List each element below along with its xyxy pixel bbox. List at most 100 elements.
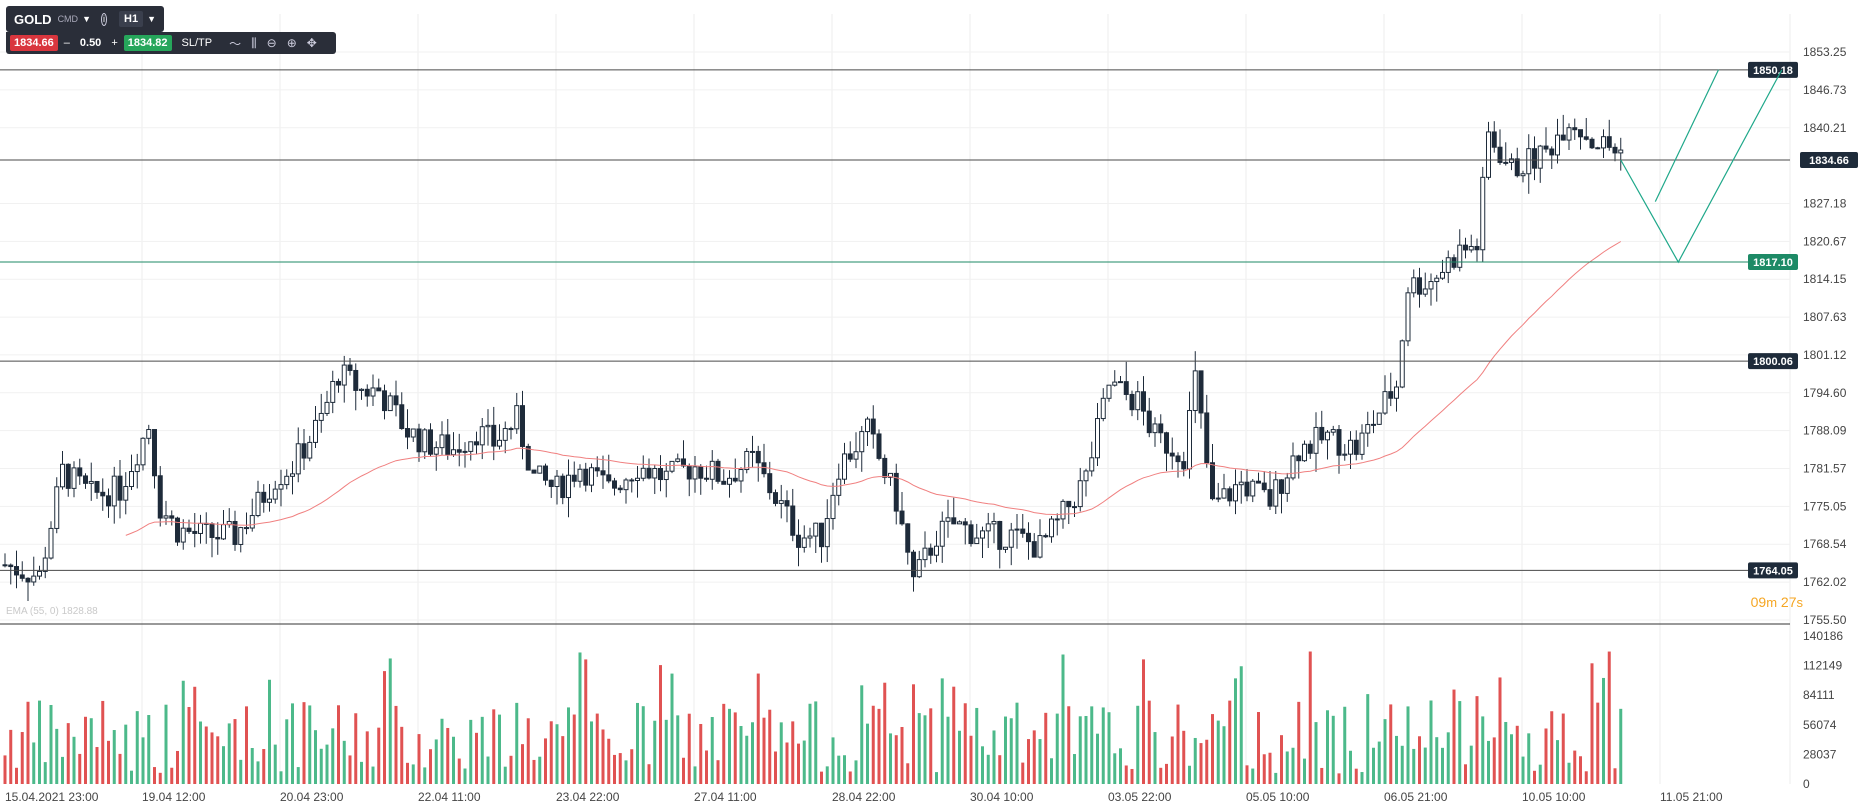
- volume-bar: [204, 726, 208, 784]
- candle-body: [1043, 535, 1049, 538]
- volume-bar: [1257, 712, 1260, 784]
- volume-bar: [1400, 745, 1404, 784]
- candle-body: [508, 428, 514, 431]
- volume-tick-label: 140186: [1803, 629, 1843, 643]
- volume-bar: [1360, 772, 1364, 784]
- volume-bar: [216, 736, 220, 784]
- volume-bar: [1142, 659, 1145, 784]
- candle-body: [295, 443, 301, 475]
- volume-bar: [526, 718, 530, 784]
- zoom-in-icon[interactable]: ⊕: [286, 36, 297, 50]
- volume-bar: [894, 735, 898, 784]
- candle-body: [548, 479, 554, 488]
- candle-body: [1003, 546, 1008, 550]
- candle-body: [1486, 131, 1491, 178]
- buy-price-button[interactable]: 1834.82: [123, 35, 172, 51]
- volume-bar: [314, 730, 317, 784]
- candle-body: [1503, 161, 1509, 164]
- candle-body: [1560, 134, 1566, 141]
- candle-body: [985, 523, 991, 532]
- volume-bar: [1124, 765, 1128, 784]
- volume-bar: [607, 738, 611, 784]
- level-price-label-bg: [1748, 254, 1798, 271]
- volume-bar: [906, 763, 910, 784]
- candle-body: [60, 463, 65, 488]
- volume-bar: [1418, 736, 1421, 784]
- zoom-out-icon[interactable]: ⊖: [266, 36, 277, 50]
- volume-bar: [647, 764, 651, 784]
- candle-body: [1353, 439, 1359, 455]
- sell-price-button[interactable]: 1834.66: [10, 35, 58, 51]
- volume-bar: [1055, 713, 1059, 784]
- projection-path-2[interactable]: [1654, 69, 1720, 202]
- candle-body: [1330, 429, 1336, 433]
- volume-bar: [779, 722, 783, 784]
- volume-bar: [1044, 712, 1048, 784]
- candle-body: [1164, 432, 1169, 454]
- volume-bar: [601, 729, 605, 784]
- volume-bar: [95, 747, 99, 784]
- volume-bar: [791, 721, 795, 784]
- candle-body: [232, 520, 238, 545]
- volume-bar: [84, 716, 87, 784]
- candle-body: [48, 527, 54, 559]
- volume-bar: [883, 682, 887, 784]
- candle-body: [767, 473, 773, 494]
- price-tick-label: 1755.50: [1803, 613, 1847, 627]
- volume-bar: [107, 740, 110, 784]
- candle-body: [853, 451, 859, 460]
- candle-type-icon[interactable]: ⫼: [251, 35, 257, 50]
- volume-bar: [1533, 770, 1536, 784]
- volume-bar: [762, 717, 766, 784]
- volume-bar: [342, 740, 346, 784]
- lot-size-input[interactable]: 0.50: [79, 37, 102, 49]
- volume-bar: [492, 709, 496, 784]
- volume-bar: [1067, 706, 1071, 784]
- volume-bar: [388, 658, 392, 784]
- candle-body: [1532, 148, 1537, 169]
- candle-body: [1595, 147, 1601, 150]
- volume-bar: [831, 737, 835, 784]
- candle-body: [1399, 340, 1405, 388]
- candle-body: [882, 457, 888, 478]
- move-icon[interactable]: ✥: [306, 36, 317, 50]
- symbol-name[interactable]: GOLD: [14, 11, 52, 27]
- info-icon[interactable]: i: [100, 12, 108, 26]
- time-tick-label: 19.04 12:00: [142, 790, 206, 804]
- candle-body: [1169, 452, 1175, 457]
- volume-bar: [595, 713, 599, 784]
- candle-body: [485, 424, 491, 428]
- volume-bar: [124, 724, 128, 784]
- volume-bar: [457, 758, 461, 784]
- volume-bar: [89, 718, 93, 784]
- candle-body: [1054, 518, 1060, 521]
- volume-bar: [181, 680, 185, 784]
- volume-bar: [1337, 773, 1341, 784]
- price-tick-label: 1801.12: [1803, 348, 1847, 362]
- volume-bar: [785, 742, 789, 784]
- increase-lot-button[interactable]: +: [111, 37, 118, 49]
- candle-body: [1026, 532, 1031, 543]
- indicator-icon[interactable]: 〜: [229, 36, 242, 51]
- timeframe-dropdown-icon[interactable]: ▼: [147, 14, 156, 24]
- time-tick-label: 28.04 22:00: [832, 790, 896, 804]
- candle-body: [1313, 426, 1319, 454]
- volume-bar: [434, 739, 438, 784]
- volume-bar: [475, 732, 478, 784]
- candle-body: [698, 466, 704, 479]
- volume-bar: [1314, 722, 1318, 784]
- volume-bar: [1182, 730, 1186, 784]
- candle-body: [537, 465, 543, 474]
- volume-bar: [1061, 654, 1065, 784]
- projection-path[interactable]: [1620, 69, 1783, 264]
- candle-body: [1394, 386, 1399, 399]
- symbol-dropdown-icon[interactable]: ▼: [82, 14, 91, 24]
- candle-body: [1290, 455, 1296, 479]
- volume-bar: [900, 726, 904, 784]
- volume-bar: [256, 761, 260, 784]
- decrease-lot-button[interactable]: –: [63, 37, 70, 49]
- volume-bar: [1492, 737, 1496, 784]
- timeframe-select[interactable]: H1: [119, 11, 144, 27]
- sltp-button[interactable]: SL/TP: [181, 37, 213, 49]
